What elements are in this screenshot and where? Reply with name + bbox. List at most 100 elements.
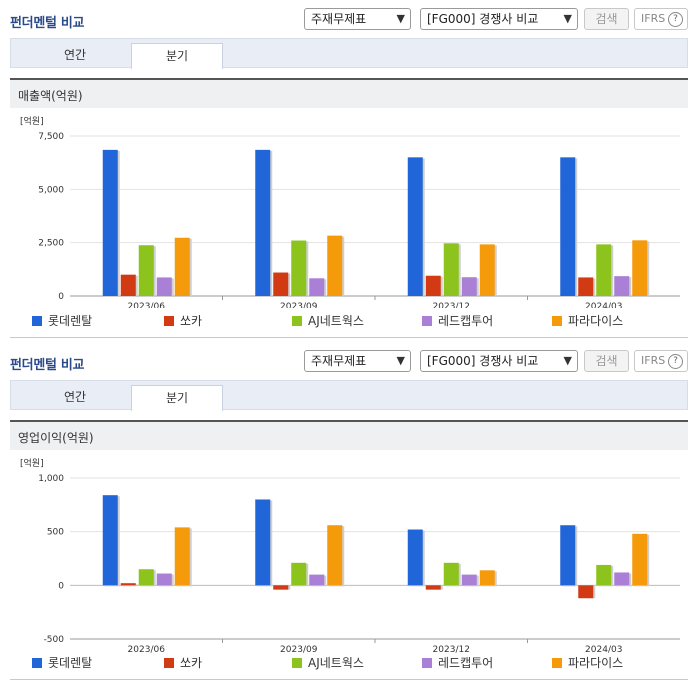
legend-item[interactable]: 레드캡투어 [422,312,493,329]
x-tick-label: 2023/09 [280,645,318,655]
statement-select-value: 주재무제표 [311,354,367,368]
legend-item[interactable]: 롯데렌탈 [32,312,92,329]
bar [479,570,495,586]
chart-legend: 롯데렌탈 쏘카 AJ네트웍스 레드캡투어 파라다이스 [0,654,696,672]
legend-item[interactable]: 쏘카 [164,654,202,671]
search-button[interactable]: 검색 [584,8,629,30]
legend-label: AJ네트웍스 [308,314,364,328]
y-unit-label: [억원] [20,457,44,469]
legend-swatch [422,658,432,668]
ifrs-label: IFRS [641,354,666,367]
peer-select[interactable]: [FG000] 경쟁사 비교 ▼ [420,350,578,372]
revenue-chart: [억원] 0 2,500 5,000 7,500 2023/06 2023/09 2023/1… [20,115,680,308]
bar [255,149,271,296]
chevron-down-icon: ▼ [563,354,572,367]
tab-quarterly[interactable]: 분기 [131,43,223,69]
legend-swatch [292,658,302,668]
x-tick-label: 2023/09 [280,302,318,308]
bar [560,157,576,296]
peer-select-value: [FG000] 경쟁사 비교 [427,354,539,368]
x-tick-label: 2023/06 [128,645,166,655]
tab-annual[interactable]: 연간 [63,48,87,62]
bar [560,525,576,586]
bar [120,274,136,296]
peer-select-value: [FG000] 경쟁사 비교 [427,12,539,26]
bar [273,272,289,296]
legend-label: 레드캡투어 [438,656,494,670]
bar [614,276,630,296]
bar [425,275,441,296]
page-title: 펀더멘털 비교 [10,358,85,373]
bar [327,525,343,586]
panel-operating-income: 펀더멘털 비교 주재무제표 ▼ [FG000] 경쟁사 비교 ▼ 검색 IFRS… [0,342,696,684]
bar [578,277,594,296]
tab-annual[interactable]: 연간 [63,390,87,404]
bar [102,495,118,586]
bar [461,574,477,586]
x-tick-label: 2024/03 [585,645,622,655]
bar [596,564,612,586]
x-tick-label: 2023/06 [128,302,166,308]
chart-title: 영업이익(억원) [18,431,94,445]
legend-label: 레드캡투어 [438,314,494,328]
legend-item[interactable]: 파라다이스 [552,654,623,671]
help-icon: ? [668,354,683,369]
y-tick-label: 500 [47,528,64,538]
y-tick-label: 0 [58,581,64,591]
statement-select[interactable]: 주재무제표 ▼ [304,8,411,30]
bar [632,533,648,586]
legend-label: 파라다이스 [568,314,624,328]
tab-quarterly[interactable]: 분기 [131,385,223,411]
ifrs-help-button[interactable]: IFRS ? [634,8,688,30]
legend-item[interactable]: 쏘카 [164,312,202,329]
statement-select[interactable]: 주재무제표 ▼ [304,350,411,372]
chart-legend: 롯데렌탈 쏘카 AJ네트웍스 레드캡투어 파라다이스 [0,312,696,330]
ifrs-help-button[interactable]: IFRS ? [634,350,688,372]
bar [425,585,441,590]
legend-label: AJ네트웍스 [308,656,364,670]
chevron-down-icon: ▼ [396,12,405,25]
bar [327,235,343,296]
bar [461,277,477,296]
statement-select-value: 주재무제표 [311,12,367,26]
bar [138,569,154,586]
legend-swatch [292,316,302,326]
bar [102,149,118,296]
bar [255,499,271,586]
legend-item[interactable]: 파라다이스 [552,312,623,329]
x-tick-label: 2023/12 [433,302,470,308]
bar [174,237,190,296]
bar [443,562,459,586]
bar [309,278,325,296]
legend-label: 파라다이스 [568,656,624,670]
y-tick-label: 0 [58,292,64,302]
period-tabs: 연간 분기 [10,380,688,411]
bar [632,240,648,296]
bar [156,277,172,296]
divider [10,337,688,338]
legend-swatch [32,658,42,668]
legend-swatch [32,316,42,326]
legend-label: 롯데렌탈 [48,656,93,670]
legend-item[interactable]: 롯데렌탈 [32,654,92,671]
chevron-down-icon: ▼ [396,354,405,367]
help-icon: ? [668,12,683,27]
operating-income-chart: [억원] -500 0 500 1,000 2023/06 2023/09 2023/12 20… [20,457,680,655]
panel-header: 펀더멘털 비교 주재무제표 ▼ [FG000] 경쟁사 비교 ▼ 검색 IFRS… [0,0,696,38]
peer-select[interactable]: [FG000] 경쟁사 비교 ▼ [420,8,578,30]
bar [614,572,630,586]
legend-swatch [422,316,432,326]
period-tabs: 연간 분기 [10,38,688,69]
bar [291,562,307,586]
bar [138,245,154,296]
legend-item[interactable]: 레드캡투어 [422,654,493,671]
legend-label: 롯데렌탈 [48,314,93,328]
panel-header: 펀더멘털 비교 주재무제표 ▼ [FG000] 경쟁사 비교 ▼ 검색 IFRS… [0,342,696,380]
legend-item[interactable]: AJ네트웍스 [292,312,364,329]
bar [407,157,423,296]
legend-item[interactable]: AJ네트웍스 [292,654,364,671]
bar [596,244,612,296]
search-button[interactable]: 검색 [584,350,629,372]
y-tick-label: 7,500 [38,132,64,142]
chevron-down-icon: ▼ [563,12,572,25]
